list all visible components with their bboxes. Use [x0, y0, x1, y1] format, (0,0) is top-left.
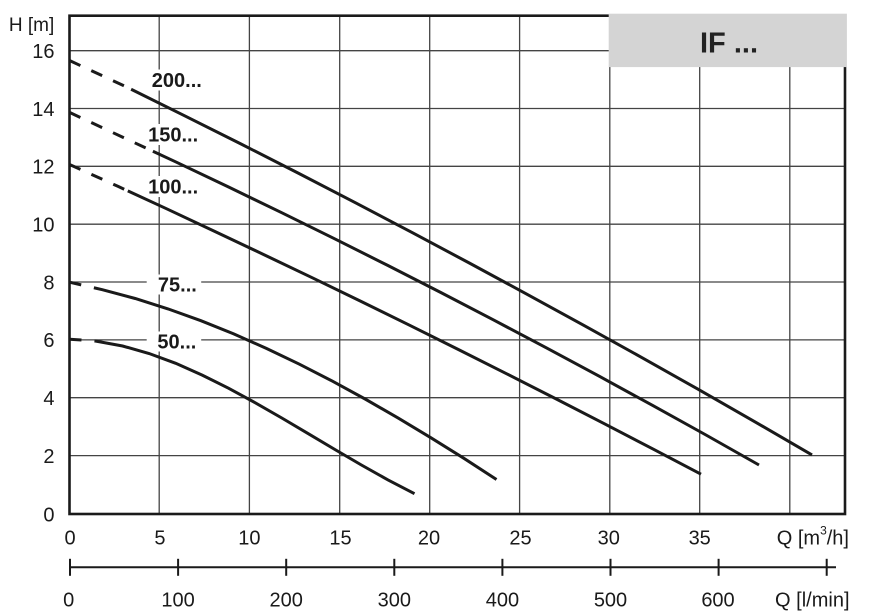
svg-text:Q [l/min]: Q [l/min]: [775, 590, 849, 612]
svg-text:8: 8: [43, 272, 54, 294]
svg-text:200: 200: [270, 590, 303, 612]
svg-text:150...: 150...: [148, 124, 198, 146]
svg-text:0: 0: [63, 590, 74, 612]
svg-text:50...: 50...: [157, 331, 196, 353]
svg-text:25: 25: [509, 528, 531, 550]
svg-text:16: 16: [32, 41, 54, 63]
svg-text:200...: 200...: [152, 70, 202, 92]
svg-text:5: 5: [154, 528, 165, 550]
svg-text:20: 20: [418, 528, 440, 550]
svg-text:Q [m3/h]: Q [m3/h]: [777, 524, 849, 550]
svg-text:10: 10: [32, 215, 54, 237]
svg-text:14: 14: [32, 99, 54, 121]
svg-text:35: 35: [689, 528, 711, 550]
svg-text:400: 400: [486, 590, 519, 612]
svg-text:300: 300: [378, 590, 411, 612]
svg-text:500: 500: [594, 590, 627, 612]
svg-text:0: 0: [43, 504, 54, 526]
svg-text:75...: 75...: [158, 274, 197, 296]
svg-text:12: 12: [32, 157, 54, 179]
svg-text:30: 30: [598, 528, 620, 550]
svg-text:6: 6: [43, 330, 54, 352]
svg-text:100: 100: [161, 590, 194, 612]
svg-text:2: 2: [43, 446, 54, 468]
svg-text:15: 15: [329, 528, 351, 550]
svg-text:600: 600: [701, 590, 734, 612]
svg-text:10: 10: [238, 528, 260, 550]
svg-text:100...: 100...: [148, 176, 198, 198]
svg-text:4: 4: [43, 388, 54, 410]
svg-text:0: 0: [64, 528, 75, 550]
svg-text:H [m]: H [m]: [9, 15, 54, 36]
svg-text:IF ...: IF ...: [700, 27, 758, 59]
